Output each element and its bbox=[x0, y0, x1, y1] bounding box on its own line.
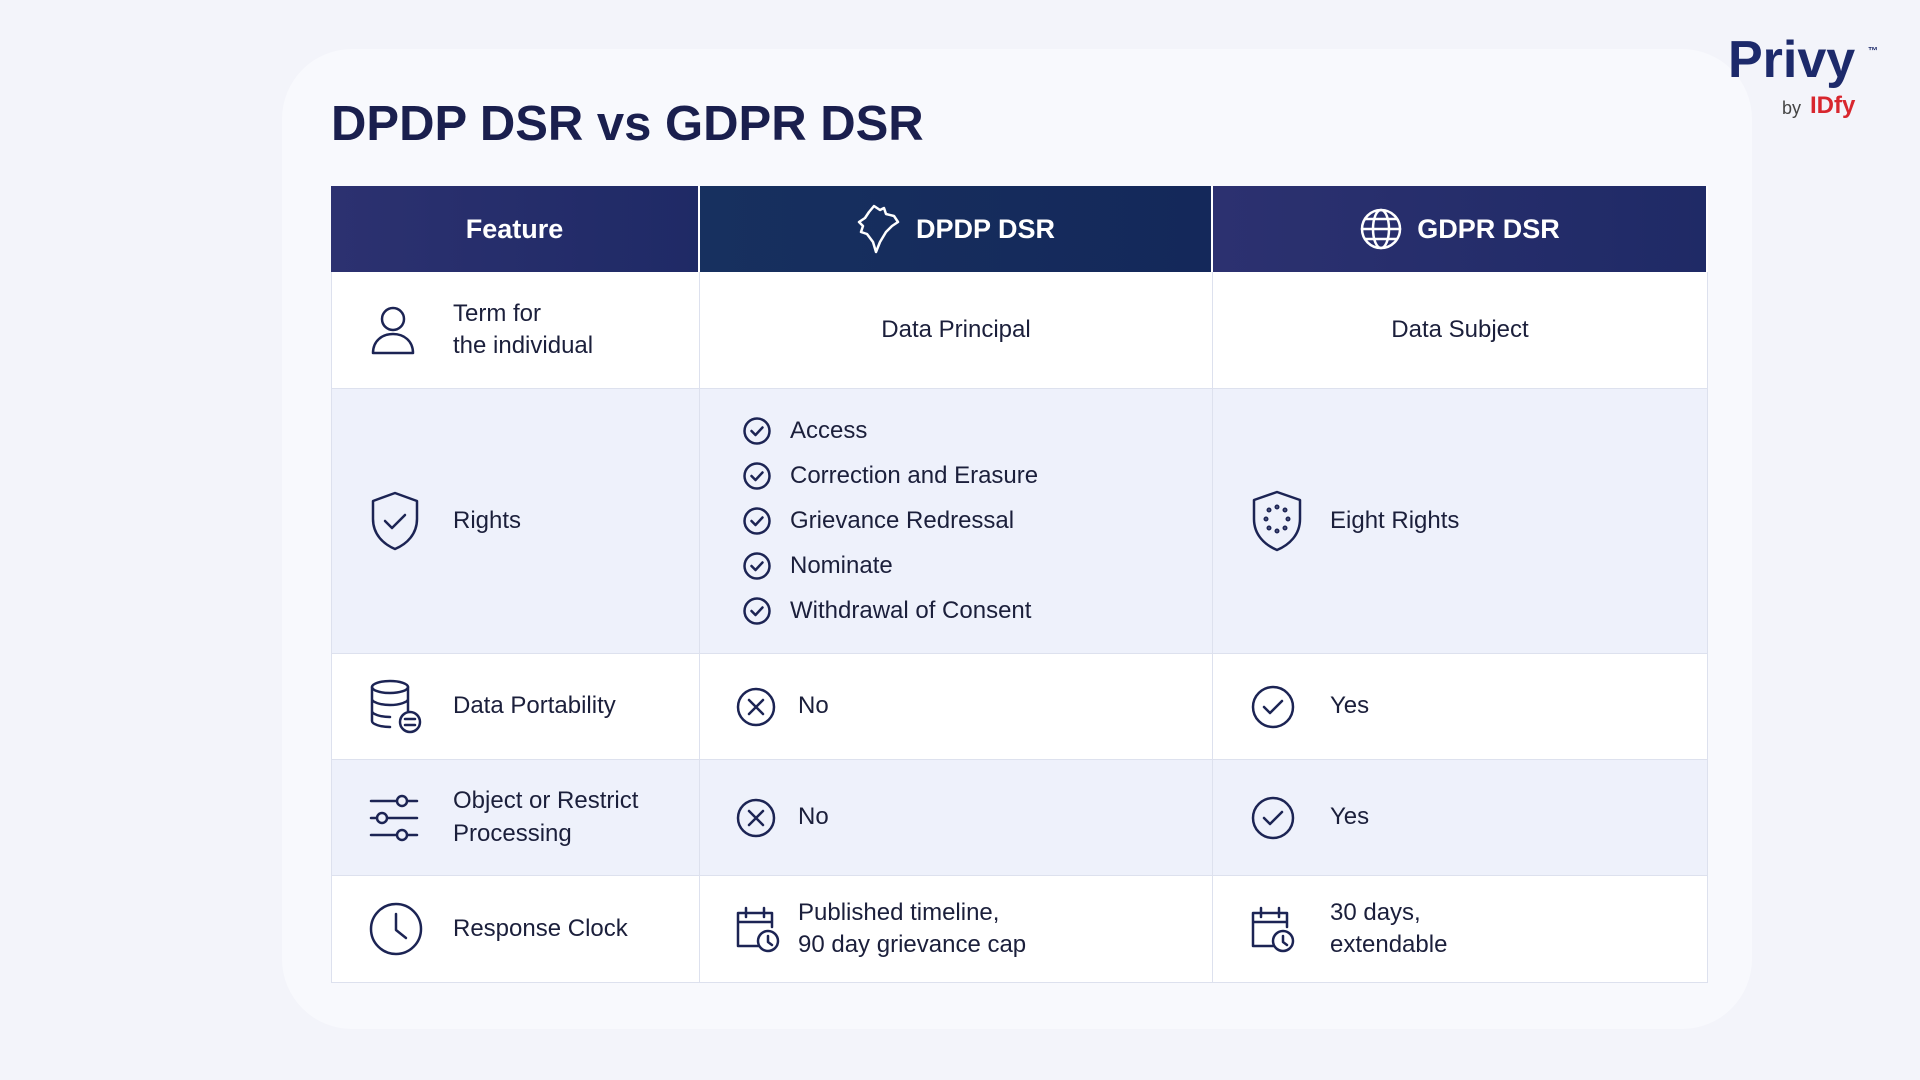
cell: Eight Rights bbox=[1213, 389, 1708, 654]
rights-list: Access Correction and Erasure Grievance Re… bbox=[700, 409, 1038, 634]
cell: Data Subject bbox=[1213, 272, 1708, 389]
logo: Privy ™ by IDfy bbox=[1726, 30, 1878, 130]
header-cell: GDPR DSR bbox=[1213, 186, 1708, 272]
cell: Rights bbox=[331, 389, 700, 654]
rights-item: Access bbox=[742, 409, 1038, 454]
shield-icon bbox=[371, 491, 419, 551]
check-icon bbox=[743, 417, 771, 445]
globe-icon bbox=[1360, 208, 1402, 250]
feature-text: Object or Restrict Processing bbox=[453, 787, 639, 847]
logo-name: Privy bbox=[1728, 31, 1856, 89]
check-icon bbox=[1251, 796, 1295, 839]
cell: Yes bbox=[1213, 760, 1708, 876]
cell-text: No bbox=[798, 803, 829, 831]
rights-text: Correction and Erasure bbox=[790, 461, 1039, 489]
cell-text: Data Principal bbox=[881, 315, 1031, 343]
calendar-icon bbox=[736, 906, 780, 953]
cell-text: Yes bbox=[1330, 692, 1370, 720]
check-icon bbox=[743, 597, 771, 625]
cell-text: Published timeline, 90 day grievance cap bbox=[798, 898, 1027, 958]
logo-brand: IDfy bbox=[1810, 92, 1856, 119]
database-icon bbox=[370, 679, 422, 733]
person-icon bbox=[371, 306, 415, 355]
title: DPDP DSR vs GDPR DSR bbox=[331, 97, 924, 151]
header-cell: Feature bbox=[331, 186, 700, 272]
check-icon bbox=[743, 462, 771, 490]
logo-trademark: ™ bbox=[1868, 46, 1878, 57]
header-cell: DPDP DSR bbox=[700, 186, 1213, 272]
rights-text: Nominate bbox=[790, 551, 893, 579]
feature-text: Response Clock bbox=[453, 914, 628, 942]
feature-text: Data Portability bbox=[453, 692, 616, 720]
check-icon bbox=[743, 552, 771, 580]
logo-by: by bbox=[1782, 98, 1802, 118]
header-text: GDPR DSR bbox=[1417, 213, 1560, 244]
cell-text: 30 days, extendable bbox=[1330, 898, 1448, 958]
cell: 30 days, extendable bbox=[1213, 876, 1708, 983]
check-icon bbox=[743, 507, 771, 535]
sliders-icon bbox=[369, 794, 419, 841]
cell-text: No bbox=[798, 692, 829, 720]
cross-icon bbox=[736, 798, 776, 837]
cell: Data Portability bbox=[331, 654, 700, 760]
feature-text: Term for the individual bbox=[453, 299, 594, 359]
cell: Term for the individual bbox=[331, 272, 700, 389]
rights-text: Withdrawal of Consent bbox=[790, 596, 1032, 624]
table: Feature DPDP DSR GDPR DSR Term for the i… bbox=[331, 186, 1708, 983]
calendar-icon bbox=[1251, 906, 1295, 953]
cell: Data Principal bbox=[700, 272, 1213, 389]
rights-item: Grievance Redressal bbox=[742, 499, 1038, 544]
cell: No bbox=[700, 760, 1213, 876]
rights-item: Correction and Erasure bbox=[742, 454, 1038, 499]
cell-text: Eight Rights bbox=[1330, 506, 1460, 534]
eu-shield-icon bbox=[1252, 490, 1302, 552]
header-text: Feature bbox=[465, 213, 564, 244]
cell: Yes bbox=[1213, 654, 1708, 760]
check-icon bbox=[1251, 685, 1295, 728]
map-icon bbox=[857, 204, 900, 254]
cell-text: Data Subject bbox=[1391, 315, 1529, 343]
cell: Access Correction and Erasure Grievance Re… bbox=[700, 389, 1213, 654]
rights-text: Grievance Redressal bbox=[790, 506, 1015, 534]
rights-item: Withdrawal of Consent bbox=[742, 589, 1038, 634]
cell-text: Yes bbox=[1330, 803, 1370, 831]
cell: Response Clock bbox=[331, 876, 700, 983]
header-text: DPDP DSR bbox=[915, 213, 1056, 244]
cross-icon bbox=[736, 687, 776, 726]
cell: No bbox=[700, 654, 1213, 760]
clock-icon bbox=[369, 902, 423, 956]
rights-text: Access bbox=[790, 416, 868, 444]
cell: Object or Restrict Processing bbox=[331, 760, 700, 876]
rights-item: Nominate bbox=[742, 544, 1038, 589]
feature-text: Rights bbox=[453, 506, 522, 534]
cell: Published timeline, 90 day grievance cap bbox=[700, 876, 1213, 983]
